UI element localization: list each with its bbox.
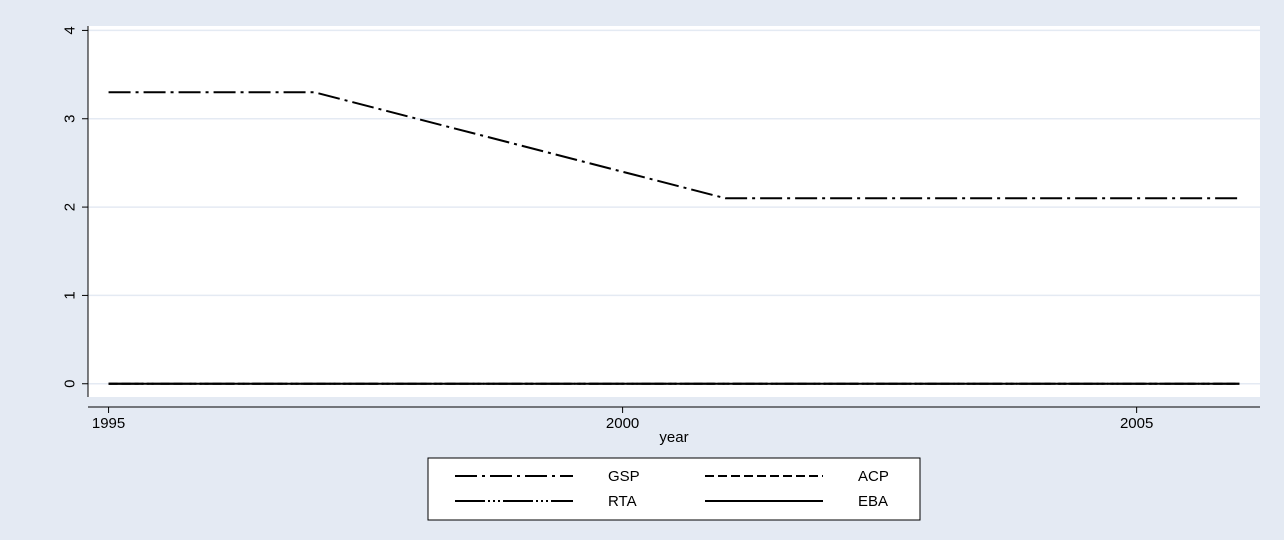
series-lines [108,91,1240,385]
legend-label-rta: RTA [608,493,637,510]
y-tick-label: 0 [62,380,79,388]
legend: GSP ACP RTA EBA [427,457,921,521]
x-axis: 1995 2000 2005 [88,406,1260,432]
x-axis-label: year [659,429,688,446]
x-tick-label: 1995 [92,415,125,432]
legend-box [427,457,921,521]
y-tick-label: 2 [62,203,79,211]
legend-label-gsp: GSP [608,468,640,485]
legend-label-acp: ACP [858,468,889,485]
y-tick-label: 1 [62,291,79,299]
x-tick-label: 2000 [606,415,639,432]
legend-label-eba: EBA [858,493,888,510]
x-tick-label: 2005 [1120,415,1153,432]
plot-area [88,26,1260,397]
y-tick-label: 4 [62,26,79,34]
series-line-gsp [108,91,1240,200]
y-tick-label: 3 [62,115,79,123]
y-axis: 0 1 2 3 4 [62,26,89,397]
